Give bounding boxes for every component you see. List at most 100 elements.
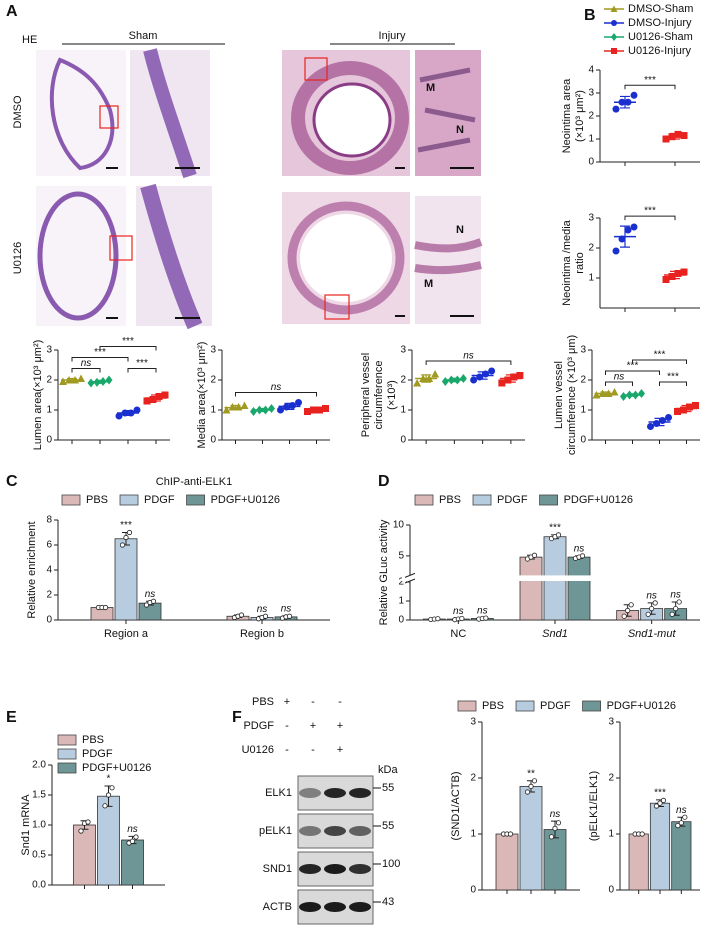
- data-point: [524, 789, 531, 795]
- bar: [649, 802, 671, 891]
- data-point: [618, 98, 626, 106]
- significance-label: ***: [120, 520, 132, 531]
- legend-marker: [611, 48, 617, 54]
- data-point: [102, 803, 108, 809]
- significance-label: ***: [122, 336, 134, 347]
- significance-label: ns: [550, 809, 561, 820]
- tissue: [140, 183, 203, 330]
- legend-label: PDGF+U0126: [82, 762, 151, 774]
- y-tick-label: 2: [210, 375, 216, 386]
- data-point: [476, 373, 484, 381]
- y-tick-label: 3: [46, 345, 52, 356]
- significance-label: ***: [549, 523, 561, 534]
- marker-label: 55: [382, 820, 394, 832]
- data-point: [93, 377, 101, 387]
- data-point: [143, 397, 151, 405]
- data-point: [660, 797, 667, 804]
- bar: [114, 538, 138, 621]
- y-tick-label: 3: [470, 717, 476, 728]
- data-point: [155, 393, 163, 400]
- blot-band: [324, 864, 346, 874]
- panel-letter: D: [378, 473, 390, 490]
- y-tick-label: 5: [398, 551, 404, 562]
- data-point: [453, 375, 461, 385]
- blot-band: [349, 826, 371, 836]
- tissue: [417, 67, 476, 153]
- data-point: [668, 133, 676, 141]
- data-point: [133, 834, 139, 840]
- x-tick-label: Region a: [104, 628, 149, 640]
- significance-label: *: [107, 774, 111, 785]
- y-axis-label: circumference: [373, 360, 385, 429]
- y-axis-label: (SND1/ACTB): [450, 771, 462, 840]
- data-point: [680, 406, 687, 414]
- y-axis-label: Peripheral vessel: [360, 353, 372, 437]
- y-tick-label: 0: [588, 157, 594, 168]
- data-point: [304, 408, 311, 415]
- data-point: [674, 130, 682, 138]
- legend-label: PBS: [482, 700, 504, 712]
- data-point: [682, 814, 688, 820]
- y-tick-label: 2: [608, 773, 614, 784]
- bar: [519, 786, 543, 891]
- inset-label: M: [424, 278, 433, 290]
- legend-swatch: [57, 762, 77, 774]
- data-point: [647, 423, 654, 430]
- data-point: [102, 604, 109, 611]
- y-tick-label: 1: [398, 596, 404, 607]
- y-axis-label: Media area(×10³ μm²): [196, 342, 208, 449]
- inset-label: N: [456, 124, 464, 136]
- y-tick-label: 1: [588, 273, 594, 284]
- y-tick-label: 1: [588, 134, 594, 145]
- legend-label: DMSO-Injury: [628, 17, 692, 29]
- data-point: [628, 602, 634, 608]
- legend-swatch: [539, 494, 558, 506]
- bar: [671, 821, 692, 891]
- data-point: [610, 388, 619, 396]
- data-point: [87, 378, 95, 388]
- legend-swatch: [186, 494, 205, 506]
- data-point: [419, 374, 428, 382]
- data-point: [71, 376, 79, 384]
- legend-swatch: [414, 494, 434, 506]
- legend-label: PDGF: [82, 748, 113, 760]
- data-point: [510, 373, 518, 381]
- legend-label: PDGF+U0126: [607, 700, 676, 712]
- axis-break-gap: [402, 575, 700, 581]
- y-tick-label: 2: [580, 375, 586, 386]
- y-tick-label: 8: [46, 515, 52, 526]
- data-point: [673, 605, 679, 612]
- y-tick-label: 0: [46, 435, 52, 446]
- y-axis-label: ratio: [574, 252, 586, 273]
- y-tick-label: 0: [400, 435, 406, 446]
- condition-sign: -: [285, 720, 289, 732]
- condition-label: PDGF: [243, 720, 274, 732]
- marker-label: 100: [382, 858, 400, 870]
- data-point: [234, 403, 243, 411]
- significance-label: ***: [654, 787, 666, 798]
- data-point: [612, 247, 620, 255]
- blot-band: [324, 826, 346, 836]
- y-tick-label: 4: [46, 565, 52, 576]
- legend-label: PDGF: [540, 700, 571, 712]
- data-point: [256, 405, 263, 415]
- condition-sign: -: [311, 696, 315, 708]
- condition-sign: +: [337, 744, 343, 756]
- panel-letter: A: [6, 3, 18, 20]
- data-point: [659, 417, 666, 424]
- significance-bracket: [632, 359, 687, 364]
- significance-label: ***: [136, 358, 148, 369]
- y-tick-label: 0: [46, 615, 52, 626]
- data-point: [250, 407, 257, 416]
- data-point: [459, 615, 465, 622]
- blot-band: [299, 864, 321, 874]
- data-point: [662, 276, 670, 283]
- condition-sign: -: [285, 744, 289, 756]
- y-tick-label: 0.5: [32, 850, 46, 861]
- data-point: [680, 132, 688, 140]
- y-tick-label: 2.0: [32, 760, 46, 771]
- significance-label: ns: [453, 606, 464, 617]
- data-point: [621, 613, 627, 619]
- y-tick-label: 1.5: [32, 790, 46, 801]
